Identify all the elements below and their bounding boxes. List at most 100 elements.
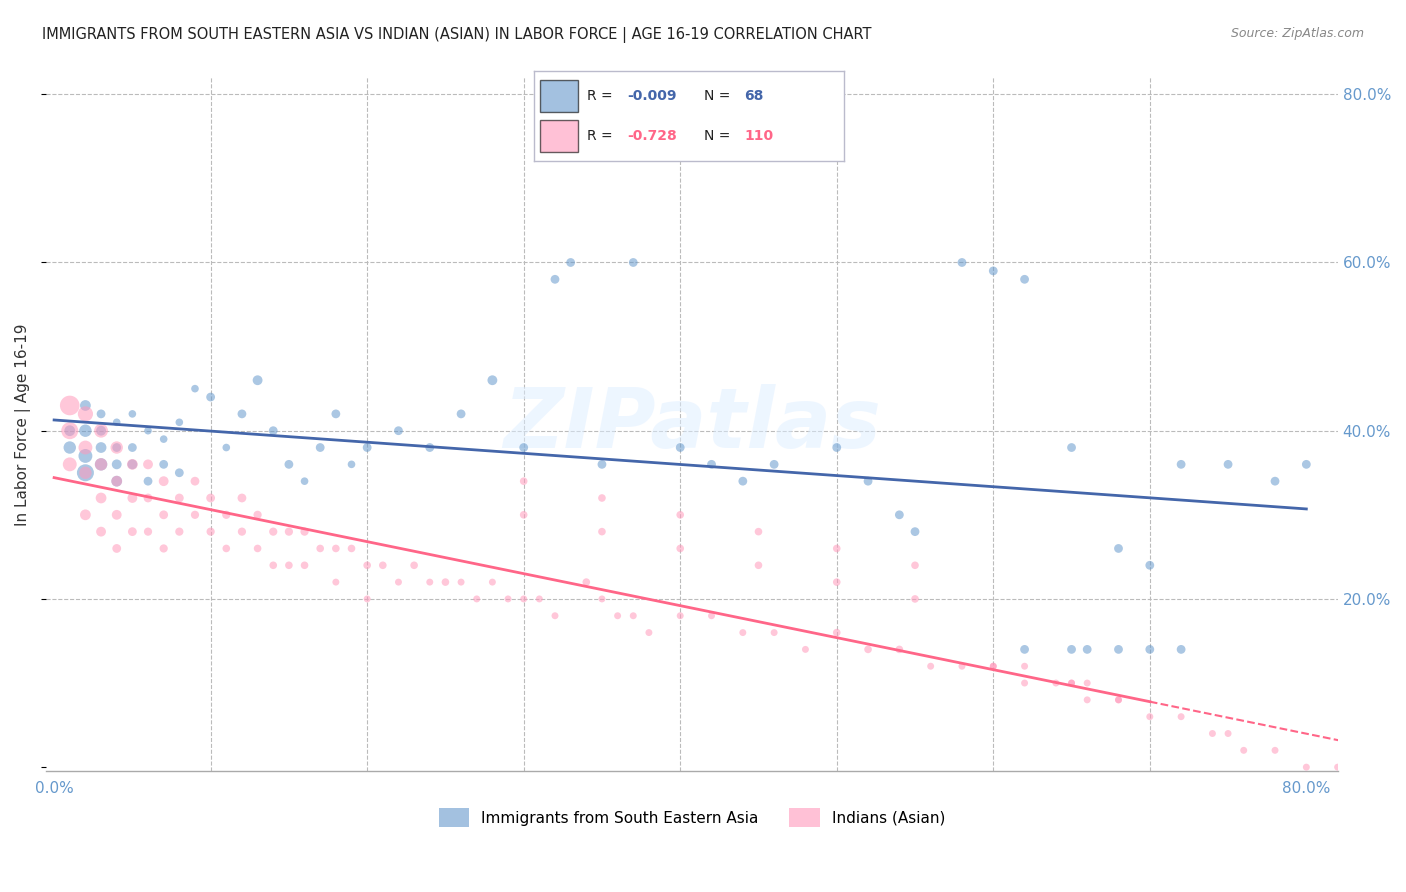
Point (105, 441, 128, 455)
Point (621, 608, 644, 623)
Point (231, 491, 253, 505)
Point (136, 458, 159, 472)
Point (59, 424, 82, 438)
Point (591, 491, 613, 505)
Point (1108, 541, 1130, 556)
Text: -0.728: -0.728 (627, 129, 676, 144)
Point (981, 264, 1004, 278)
Point (262, 524, 284, 539)
Point (1108, 693, 1130, 707)
Point (90, 491, 112, 505)
Point (184, 508, 207, 522)
Point (169, 466, 191, 480)
Text: ZIPatlas: ZIPatlas (503, 384, 882, 465)
Point (75, 466, 97, 480)
Point (105, 508, 128, 522)
Point (75, 399, 97, 413)
Point (1295, 458, 1317, 472)
Point (1264, 743, 1286, 757)
Point (1060, 676, 1083, 690)
Point (434, 575, 457, 590)
Point (544, 272, 567, 286)
Point (121, 491, 143, 505)
Point (75, 441, 97, 455)
Point (669, 541, 692, 556)
Point (387, 575, 409, 590)
Point (325, 575, 347, 590)
Point (1170, 709, 1192, 723)
Point (825, 625, 848, 640)
Point (294, 474, 316, 488)
Text: N =: N = (704, 129, 735, 144)
Point (1076, 642, 1098, 657)
Point (169, 415, 191, 429)
Point (950, 659, 973, 673)
Point (152, 474, 174, 488)
Point (1108, 693, 1130, 707)
Point (231, 524, 253, 539)
Text: N =: N = (704, 89, 735, 103)
Point (904, 524, 927, 539)
Point (763, 625, 786, 640)
Point (340, 541, 363, 556)
Point (105, 415, 128, 429)
Point (277, 524, 299, 539)
Point (1014, 676, 1036, 690)
Point (1233, 743, 1256, 757)
Point (889, 642, 911, 657)
Point (121, 524, 143, 539)
Point (105, 474, 128, 488)
Point (105, 541, 128, 556)
Point (121, 458, 143, 472)
Point (1014, 659, 1036, 673)
Point (262, 558, 284, 573)
Point (1216, 726, 1239, 740)
Point (121, 407, 143, 421)
Point (90, 424, 112, 438)
Point (856, 474, 879, 488)
Point (152, 508, 174, 522)
Point (169, 524, 191, 539)
Point (75, 449, 97, 463)
Point (1014, 272, 1036, 286)
Point (669, 441, 692, 455)
Point (215, 541, 238, 556)
Point (136, 491, 159, 505)
Point (904, 558, 927, 573)
Point (90, 407, 112, 421)
FancyBboxPatch shape (540, 120, 578, 152)
Point (1108, 642, 1130, 657)
Point (512, 508, 534, 522)
Point (59, 399, 82, 413)
FancyBboxPatch shape (540, 80, 578, 112)
Point (1060, 676, 1083, 690)
Point (371, 558, 394, 573)
Point (356, 441, 378, 455)
Point (606, 608, 628, 623)
Point (152, 541, 174, 556)
Point (200, 390, 222, 404)
Point (419, 575, 441, 590)
Point (1060, 441, 1083, 455)
Text: R =: R = (586, 129, 617, 144)
Point (560, 255, 582, 269)
Point (512, 591, 534, 606)
Text: 68: 68 (745, 89, 763, 103)
Point (450, 407, 472, 421)
Point (59, 441, 82, 455)
Point (1201, 726, 1223, 740)
Point (105, 474, 128, 488)
Point (669, 608, 692, 623)
Point (152, 458, 174, 472)
Point (1045, 676, 1067, 690)
Point (1139, 709, 1161, 723)
Point (1076, 676, 1098, 690)
Point (465, 591, 488, 606)
Point (747, 558, 769, 573)
Point (1170, 642, 1192, 657)
Legend: Immigrants from South Eastern Asia, Indians (Asian): Immigrants from South Eastern Asia, Indi… (433, 802, 952, 833)
Point (700, 458, 723, 472)
Point (246, 508, 269, 522)
Point (1139, 642, 1161, 657)
Point (1326, 760, 1348, 774)
